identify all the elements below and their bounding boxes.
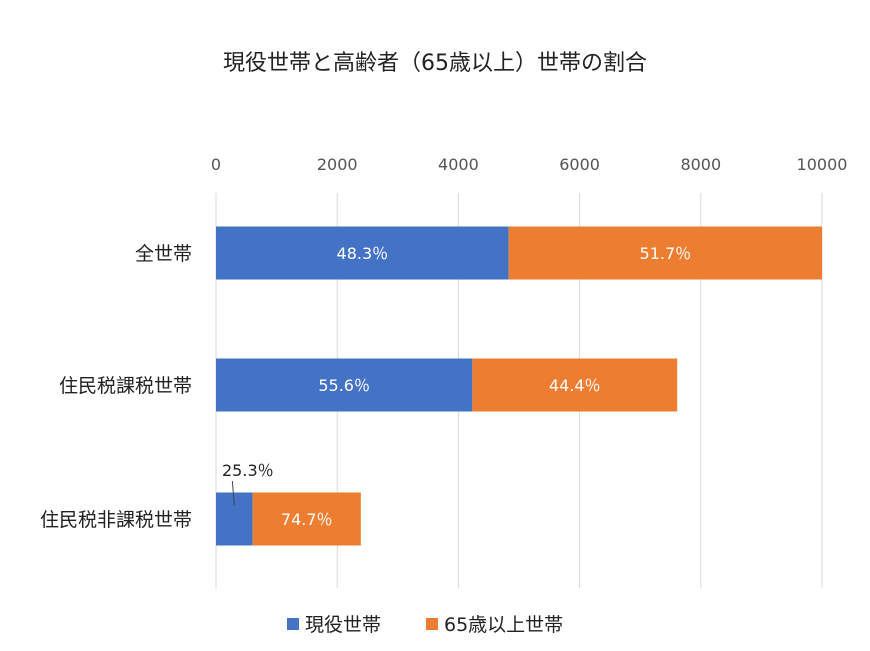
legend-label: 65歳以上世帯 bbox=[444, 614, 563, 636]
category-label: 住民税非課税世帯 bbox=[40, 509, 192, 531]
x-tick-label: 8000 bbox=[680, 155, 721, 174]
category-label: 住民税課税世帯 bbox=[59, 375, 192, 397]
legend-swatch bbox=[426, 618, 438, 630]
bar-segment bbox=[216, 226, 509, 280]
x-tick-label: 6000 bbox=[559, 155, 600, 174]
data-label: 55.6％ bbox=[318, 376, 370, 395]
leader-line bbox=[231, 480, 235, 506]
bar-segment bbox=[252, 492, 361, 546]
data-label: 48.3％ bbox=[337, 244, 389, 263]
data-label: 51.7％ bbox=[640, 244, 692, 263]
data-label: 44.4％ bbox=[549, 376, 601, 395]
bar-segment bbox=[472, 358, 678, 412]
category-label: 全世帯 bbox=[135, 243, 192, 265]
data-label: 25.3％ bbox=[222, 461, 274, 480]
data-label: 74.7％ bbox=[281, 510, 333, 529]
bar-segment bbox=[216, 358, 473, 412]
bar-segment bbox=[508, 226, 822, 280]
chart-title: 現役世帯と高齢者（65歳以上）世帯の割合 bbox=[223, 51, 647, 76]
x-tick-label: 0 bbox=[211, 155, 221, 174]
x-axis-ticks: 0 2000 4000 6000 8000 10000 bbox=[211, 155, 848, 174]
bars: 48.3％ 51.7％ 55.6％ 44.4％ 25.3％ 74.7％ bbox=[216, 226, 822, 546]
legend-swatch bbox=[287, 618, 299, 630]
legend-label: 現役世帯 bbox=[305, 614, 381, 636]
x-tick-label: 4000 bbox=[438, 155, 479, 174]
x-tick-label: 10000 bbox=[797, 155, 848, 174]
x-tick-label: 2000 bbox=[317, 155, 358, 174]
legend: 現役世帯 65歳以上世帯 bbox=[287, 614, 563, 636]
